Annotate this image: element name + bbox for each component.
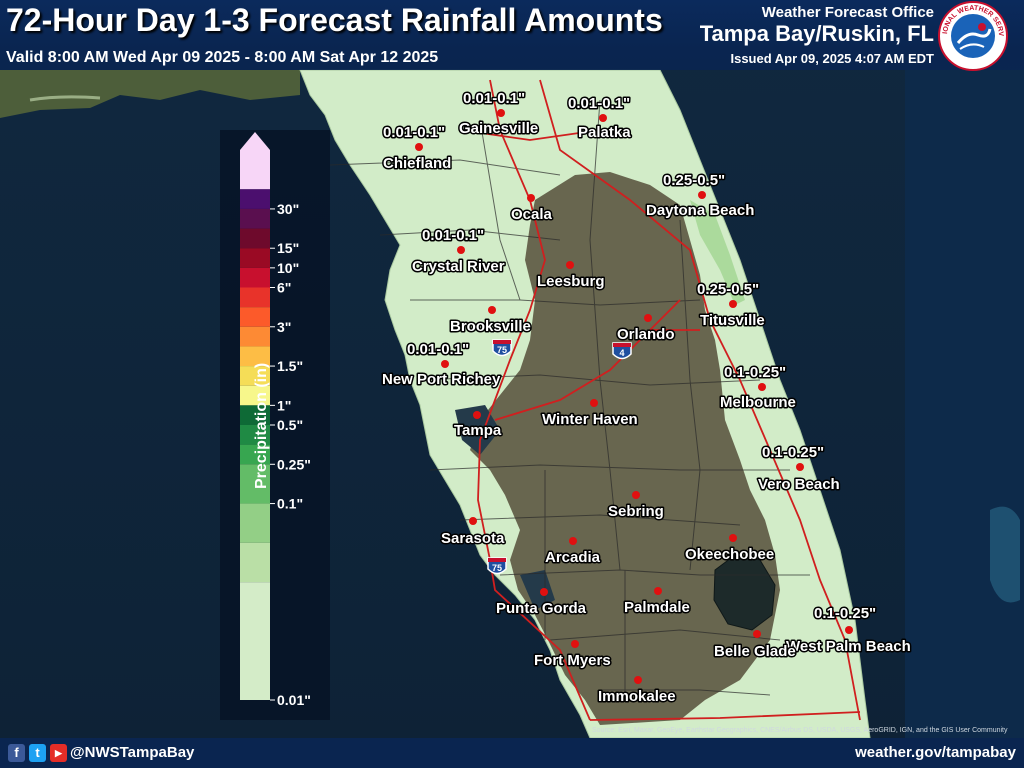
rainfall-amount-label: 0.1-0.25" xyxy=(724,364,786,381)
city-name-label: Fort Myers xyxy=(534,652,611,669)
rainfall-amount-label: 0.1-0.25" xyxy=(762,444,824,461)
city-name-label: Punta Gorda xyxy=(496,600,587,617)
city-name-label: Tampa xyxy=(454,422,502,439)
red-dot-icon xyxy=(473,411,481,419)
city-name-label: Vero Beach xyxy=(758,476,840,493)
red-dot-icon xyxy=(569,537,577,545)
red-dot-icon xyxy=(758,383,766,391)
city-name-label: Daytona Beach xyxy=(646,202,754,219)
red-dot-icon xyxy=(540,588,548,596)
city-name-label: Immokalee xyxy=(598,688,676,705)
city-name-label: Palatka xyxy=(578,124,631,141)
red-dot-icon xyxy=(729,300,737,308)
twitter-icon[interactable]: t xyxy=(29,744,46,762)
office-name: Tampa Bay/Ruskin, FL xyxy=(699,21,934,46)
city-name-label: West Palm Beach xyxy=(786,638,911,655)
red-dot-icon xyxy=(441,360,449,368)
red-dot-icon xyxy=(654,587,662,595)
light-green-band-east xyxy=(690,200,745,305)
rainfall-amount-label: 0.01-0.1" xyxy=(407,341,469,358)
red-dot-icon xyxy=(796,463,804,471)
city-name-label: Palmdale xyxy=(624,599,690,616)
legend-panel xyxy=(220,130,330,720)
issued-time: Issued Apr 09, 2025 4:07 AM EDT xyxy=(730,51,934,66)
interstate-shield-icon: 75 xyxy=(492,339,512,357)
red-dot-icon xyxy=(729,534,737,542)
footer-bar xyxy=(0,738,1024,768)
red-dot-icon xyxy=(644,314,652,322)
rainfall-amount-label: 0.25-0.5" xyxy=(697,281,759,298)
city-name-label: Leesburg xyxy=(537,273,605,290)
city-name-label: Titusville xyxy=(700,312,765,329)
red-dot-icon xyxy=(632,491,640,499)
city-name-label: New Port Richey xyxy=(382,371,501,388)
panhandle-land xyxy=(0,70,300,118)
rainfall-amount-label: 0.01-0.1" xyxy=(383,124,445,141)
valid-time: Valid 8:00 AM Wed Apr 09 2025 - 8:00 AM … xyxy=(6,49,439,66)
city-name-label: Gainesville xyxy=(459,120,538,137)
red-dot-icon xyxy=(527,194,535,202)
map-credits: Source: Esri, Maxar, GeoEye, Earthstar G… xyxy=(592,727,1008,734)
city-name-label: Brooksville xyxy=(450,318,531,335)
facebook-icon[interactable]: f xyxy=(8,744,25,762)
city-name-label: Sebring xyxy=(608,503,664,520)
red-dot-icon xyxy=(457,246,465,254)
charlotte-harbor-water xyxy=(520,570,555,610)
red-dot-icon xyxy=(753,630,761,638)
city-name-label: Melbourne xyxy=(720,394,796,411)
interstate-shield-icon: 75 xyxy=(487,557,507,575)
rainfall-amount-label: 0.1-0.25" xyxy=(814,605,876,622)
city-name-label: Okeechobee xyxy=(685,546,774,563)
bahama-banks xyxy=(990,506,1020,603)
city-name-label: Sarasota xyxy=(441,530,505,547)
city-name-label: Chiefland xyxy=(383,155,451,172)
office-line: Weather Forecast Office xyxy=(761,4,934,21)
red-dot-icon xyxy=(571,640,579,648)
red-dot-icon xyxy=(590,399,598,407)
rainfall-amount-label: 0.01-0.1" xyxy=(568,95,630,112)
red-dot-icon xyxy=(634,676,642,684)
panhandle-beach xyxy=(29,95,101,102)
rainfall-amount-label: 0.25-0.5" xyxy=(663,172,725,189)
youtube-icon[interactable]: ▶ xyxy=(50,744,67,762)
red-dot-icon xyxy=(488,306,496,314)
atlantic-ocean-water xyxy=(905,0,1024,768)
interstate-number: 75 xyxy=(492,563,502,573)
red-dot-icon xyxy=(698,191,706,199)
red-dot-icon xyxy=(599,114,607,122)
city-name-label: Orlando xyxy=(617,326,675,343)
red-dot-icon xyxy=(415,143,423,151)
city-name-label: Belle Glade xyxy=(714,643,796,660)
header-bar xyxy=(0,0,1024,70)
page-title: 72-Hour Day 1-3 Forecast Rainfall Amount… xyxy=(6,2,663,38)
red-dot-icon xyxy=(566,261,574,269)
interstate-number: 75 xyxy=(497,345,507,355)
rainfall-amount-label: 0.01-0.1" xyxy=(422,227,484,244)
city-name-label: Ocala xyxy=(511,206,553,223)
interstate-number: 4 xyxy=(619,348,624,358)
county-boundaries xyxy=(329,99,810,700)
social-handle[interactable]: @NWSTampaBay xyxy=(70,744,195,761)
city-name-label: Winter Haven xyxy=(542,411,638,428)
city-name-label: Crystal River xyxy=(412,258,505,275)
lake-okeechobee xyxy=(713,554,776,631)
red-dot-icon xyxy=(469,517,477,525)
red-dot-icon xyxy=(845,626,853,634)
red-dot-icon xyxy=(497,109,505,117)
rainfall-amount-label: 0.01-0.1" xyxy=(463,90,525,107)
website-link[interactable]: weather.gov/tampabay xyxy=(855,744,1016,761)
city-name-label: Arcadia xyxy=(545,549,601,566)
nws-logo-icon: NATIONAL WEATHER SERVICE xyxy=(938,1,1008,71)
interstate-shield-icon: 4 xyxy=(612,342,632,360)
